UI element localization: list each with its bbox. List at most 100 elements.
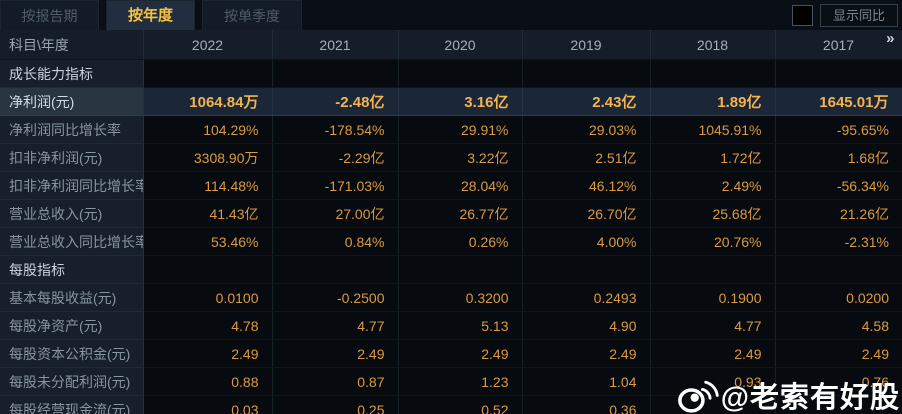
value-cell — [650, 395, 776, 414]
table-row: 扣非净利润同比增长率 114.48% -171.03% 28.04% 46.12% 2.4… — [0, 171, 902, 200]
column-header-year: 2020 — [398, 30, 523, 60]
value-cell: -171.03% — [272, 171, 399, 200]
value-cell — [398, 59, 523, 88]
table-row: 营业总收入(元) 41.43亿 27.00亿 26.77亿 26.70亿 25.68亿 21… — [0, 199, 902, 228]
value-cell — [775, 59, 902, 88]
value-cell: 2.49 — [398, 339, 523, 368]
value-cell: 27.00亿 — [272, 199, 399, 228]
row-label: 营业总收入同比增长率 — [0, 227, 144, 256]
value-cell: 114.48% — [143, 171, 273, 200]
value-cell: 4.77 — [272, 311, 399, 340]
column-header-year: 2021 — [272, 30, 399, 60]
tab-by-year[interactable]: 按年度 — [106, 0, 195, 30]
value-cell: 29.91% — [398, 115, 523, 144]
value-cell: 2.49 — [775, 339, 902, 368]
value-cell: 0.0200 — [775, 283, 902, 312]
value-cell: 0.2493 — [522, 283, 651, 312]
value-cell — [272, 59, 399, 88]
value-cell: 4.58 — [775, 311, 902, 340]
column-header-year: 2022 — [143, 30, 273, 60]
value-cell: 25.68亿 — [650, 199, 776, 228]
value-cell: 1045.91% — [650, 115, 776, 144]
row-label: 每股指标 — [0, 255, 144, 284]
value-cell: 0.1900 — [650, 283, 776, 312]
value-cell — [272, 255, 399, 284]
period-tab-bar: 按报告期 按年度 按单季度 显示同比 — [0, 0, 902, 30]
value-cell — [522, 255, 651, 284]
value-cell: 41.43亿 — [143, 199, 273, 228]
table-row: 每股净资产(元) 4.78 4.77 5.13 4.90 4.77 4.58 — [0, 311, 902, 340]
value-cell — [775, 395, 902, 414]
column-header-year: 2019 — [522, 30, 651, 60]
value-cell: 1.68亿 — [775, 143, 902, 172]
value-cell: 2.49% — [650, 171, 776, 200]
row-label: 成长能力指标 — [0, 59, 144, 88]
indicators-table: 科目\年度 2022 2021 2020 2019 2018 2017» 成长能力指标 净利润… — [0, 30, 902, 414]
tab-by-report-period[interactable]: 按报告期 — [0, 0, 99, 30]
value-cell: 1064.84万 — [143, 87, 273, 116]
value-cell: 3.16亿 — [398, 87, 523, 116]
scroll-more-years-icon[interactable]: » — [886, 30, 895, 47]
table-row: 每股未分配利润(元) 0.88 0.87 1.23 1.04 0.93 0.76 — [0, 367, 902, 396]
value-cell — [398, 255, 523, 284]
value-cell: 53.46% — [143, 227, 273, 256]
value-cell: 1.89亿 — [650, 87, 776, 116]
value-cell: 1.04 — [522, 367, 651, 396]
value-cell: 46.12% — [522, 171, 651, 200]
table-header-row: 科目\年度 2022 2021 2020 2019 2018 2017» — [0, 30, 902, 60]
value-cell: 0.0100 — [143, 283, 273, 312]
value-cell — [650, 255, 776, 284]
value-cell: 0.03 — [143, 395, 273, 414]
table-row: 净利润(元) 1064.84万 -2.48亿 3.16亿 2.43亿 1.89亿 1645.… — [0, 87, 902, 116]
value-cell: 0.76 — [775, 367, 902, 396]
value-cell: 0.87 — [272, 367, 399, 396]
value-cell: 26.77亿 — [398, 199, 523, 228]
value-cell: 0.26% — [398, 227, 523, 256]
value-cell: 0.52 — [398, 395, 523, 414]
value-cell: 28.04% — [398, 171, 523, 200]
row-label: 每股资本公积金(元) — [0, 339, 144, 368]
tab-by-single-quarter[interactable]: 按单季度 — [202, 0, 302, 30]
value-cell: 0.88 — [143, 367, 273, 396]
value-cell: 104.29% — [143, 115, 273, 144]
value-cell: 1.72亿 — [650, 143, 776, 172]
value-cell: 2.49 — [143, 339, 273, 368]
show-yoy-label[interactable]: 显示同比 — [820, 4, 898, 27]
value-cell: 0.84% — [272, 227, 399, 256]
value-cell: 4.78 — [143, 311, 273, 340]
row-label: 净利润同比增长率 — [0, 115, 144, 144]
value-cell: 0.3200 — [398, 283, 523, 312]
value-cell: -2.31% — [775, 227, 902, 256]
value-cell: 3308.90万 — [143, 143, 273, 172]
table-row: 每股经营现金流(元) 0.03 0.25 0.52 0.36 — [0, 395, 902, 414]
column-header-year: 2017» — [775, 30, 902, 60]
row-label: 扣非净利润(元) — [0, 143, 144, 172]
value-cell — [143, 59, 273, 88]
section-header-row: 成长能力指标 — [0, 59, 902, 88]
table-row: 扣非净利润(元) 3308.90万 -2.29亿 3.22亿 2.51亿 1.72亿 1.6… — [0, 143, 902, 172]
section-header-row: 每股指标 — [0, 255, 902, 284]
value-cell: 2.49 — [272, 339, 399, 368]
table-row: 营业总收入同比增长率 53.46% 0.84% 0.26% 4.00% 20.76% -2.… — [0, 227, 902, 256]
table-row: 每股资本公积金(元) 2.49 2.49 2.49 2.49 2.49 2.49 — [0, 339, 902, 368]
value-cell: 2.43亿 — [522, 87, 651, 116]
value-cell: -95.65% — [775, 115, 902, 144]
value-cell: 1645.01万 — [775, 87, 902, 116]
value-cell: 2.49 — [522, 339, 651, 368]
column-header-subject: 科目\年度 — [0, 30, 144, 60]
value-cell: 0.36 — [522, 395, 651, 414]
value-cell: 21.26亿 — [775, 199, 902, 228]
value-cell — [650, 59, 776, 88]
value-cell: 20.76% — [650, 227, 776, 256]
show-yoy-checkbox[interactable] — [792, 5, 813, 26]
value-cell: 4.77 — [650, 311, 776, 340]
value-cell: 4.00% — [522, 227, 651, 256]
column-header-year: 2018 — [650, 30, 776, 60]
value-cell: 4.90 — [522, 311, 651, 340]
value-cell: 0.25 — [272, 395, 399, 414]
value-cell — [775, 255, 902, 284]
value-cell: -0.2500 — [272, 283, 399, 312]
value-cell: 29.03% — [522, 115, 651, 144]
row-label: 基本每股收益(元) — [0, 283, 144, 312]
